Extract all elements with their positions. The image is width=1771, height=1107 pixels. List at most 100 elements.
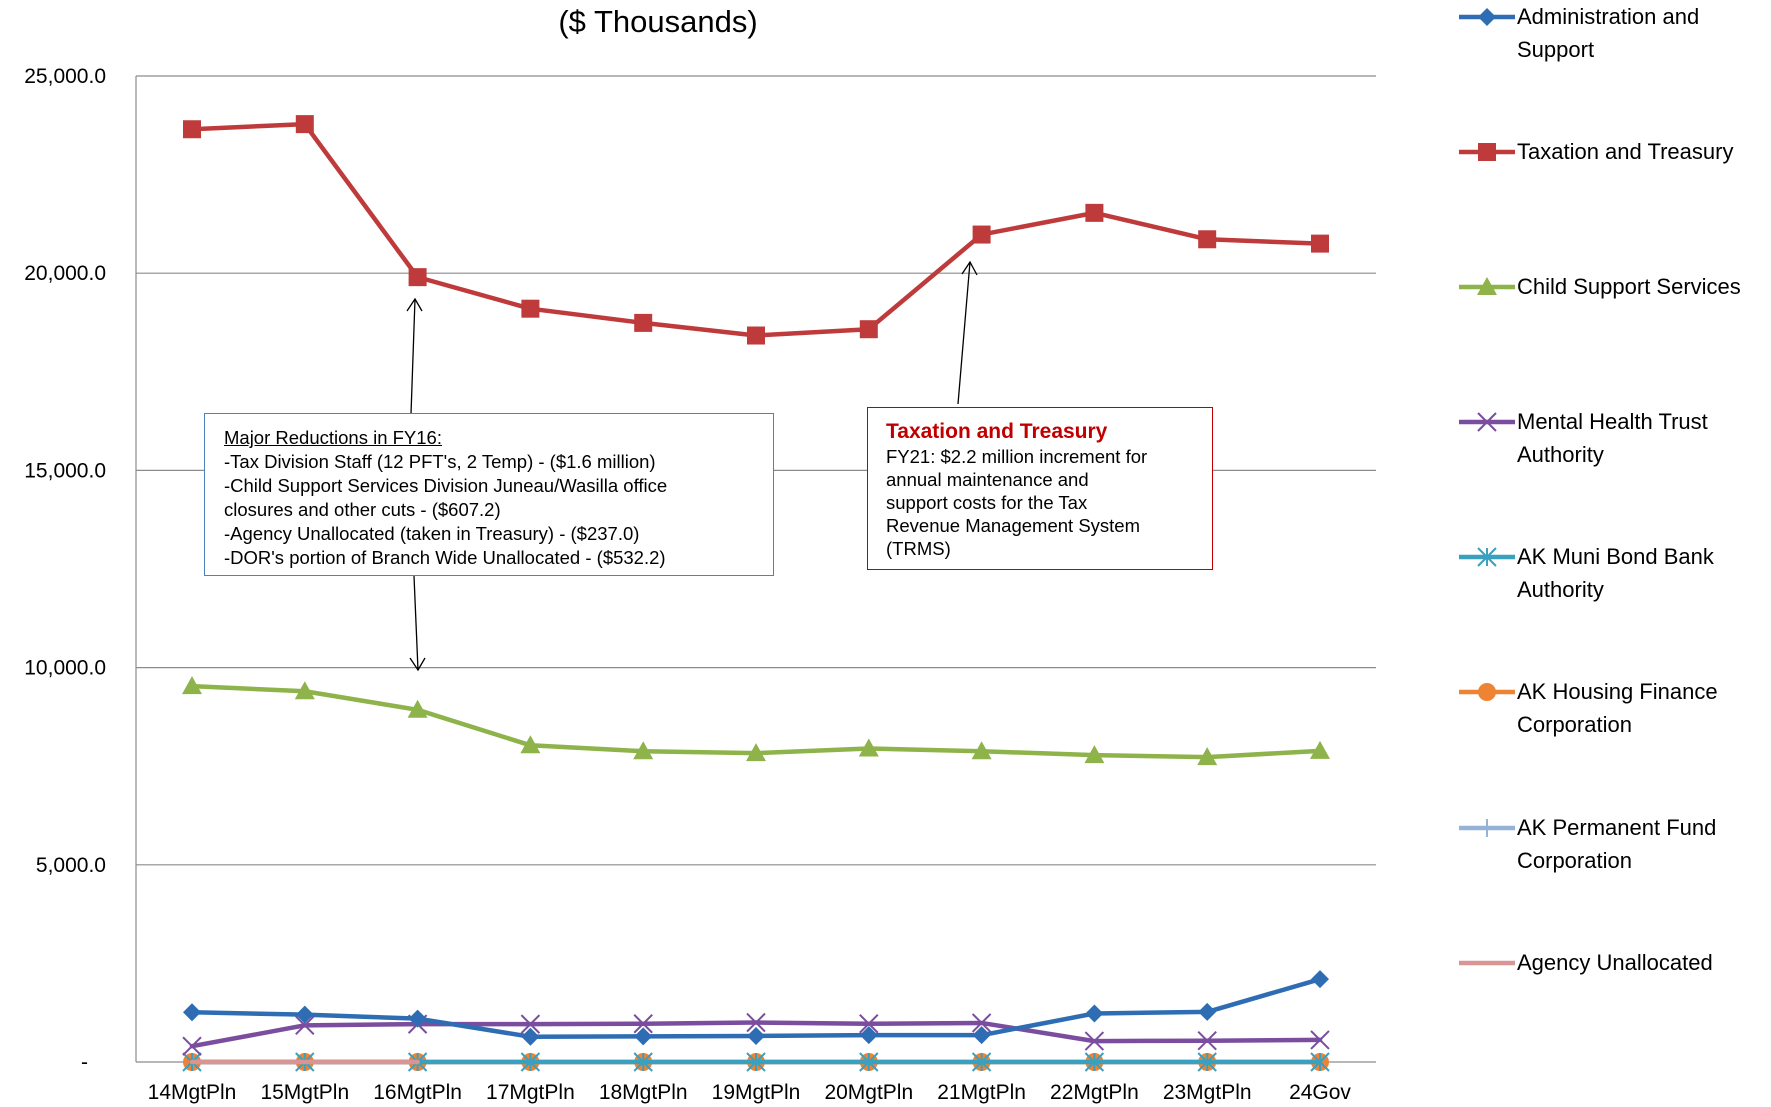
data-point (971, 741, 992, 760)
y-tick-label: 20,000.0 (24, 262, 106, 285)
annotation-line: -Tax Division Staff (12 PFT's, 2 Temp) -… (224, 451, 656, 472)
legend-item: Administration and Support (1459, 4, 1699, 62)
data-point (520, 1014, 541, 1034)
data-point (1198, 230, 1217, 249)
series-3 (182, 676, 1330, 766)
series-line (189, 121, 1323, 338)
y-tick-label: - (81, 1051, 88, 1074)
marker-stroke (295, 1015, 315, 1036)
legend-label-line: Authority (1517, 442, 1604, 467)
data-point (182, 1036, 202, 1056)
x-axis-ticks: 14MgtPln 15MgtPln 16MgtPln 17MgtPln 18MgtPln… (148, 1081, 1352, 1104)
annotation-fy16-reductions: Major Reductions in FY16: -Tax Division … (204, 413, 774, 576)
legend-label: Taxation and Treasury (1517, 139, 1733, 164)
x-tick-label: 15MgtPln (260, 1081, 349, 1104)
legend-label-line: AK Muni Bond Bank (1517, 544, 1715, 569)
annotation-line: -Child Support Services Division Juneau/… (224, 475, 668, 496)
annotation-arrow-16-tax (410, 298, 416, 415)
data-point (634, 1027, 653, 1046)
x-tick-label: 19MgtPln (712, 1081, 801, 1104)
y-tick-label: 15,000.0 (24, 459, 106, 482)
data-point (1311, 970, 1329, 989)
data-point (971, 1052, 992, 1072)
data-point (1084, 745, 1105, 764)
data-point (972, 225, 991, 244)
legend-item: AK Housing Finance Corporation (1459, 679, 1718, 737)
legend-swatch-marker (1478, 8, 1496, 26)
annotation-fy21-trms: Taxation and Treasury FY21: $2.2 million… (867, 407, 1213, 570)
legend-label-line: Corporation (1517, 848, 1632, 873)
series-group (182, 115, 1330, 1072)
data-point (1084, 1052, 1105, 1072)
data-point (633, 1014, 653, 1034)
chart-subtitle: ($ Thousands) (558, 4, 757, 39)
data-point (746, 743, 766, 762)
legend-label-line: Taxation and Treasury (1517, 139, 1733, 164)
x-tick-label: 20MgtPln (824, 1081, 913, 1104)
annotation-arrows (406, 260, 978, 672)
y-axis-ticks: - 5,000.0 10,000.0 15,000.0 20,000.0 25,000.0 (24, 65, 106, 1074)
data-point (1085, 203, 1104, 222)
y-tick-label: 5,000.0 (36, 854, 106, 877)
marker-stroke (971, 1013, 992, 1033)
data-point (858, 738, 879, 757)
legend-label-line: Child Support Services (1517, 274, 1741, 299)
annotation-arrow-21-tax (957, 261, 971, 405)
annotation-line: -Agency Unallocated (taken in Treasury) … (224, 523, 640, 544)
legend-swatch-marker (1478, 143, 1496, 161)
data-point (294, 681, 315, 700)
data-point (520, 735, 541, 754)
data-point (747, 326, 765, 345)
marker-stroke (182, 1036, 202, 1056)
legend-label-line: Agency Unallocated (1517, 950, 1713, 975)
data-point (747, 1026, 765, 1045)
annotation-line: -DOR's portion of Branch Wide Unallocate… (224, 547, 666, 568)
legend-item: AK Permanent Fund Corporation (1459, 815, 1716, 873)
y-tick-label: 25,000.0 (24, 65, 106, 88)
legend-item: Child Support Services (1459, 274, 1741, 299)
marker-stroke (1197, 1030, 1217, 1051)
data-point (1310, 740, 1330, 759)
annotation-line: Revenue Management System (886, 515, 1140, 536)
annotation-line: (TRMS) (886, 538, 951, 559)
legend-label: Mental Health Trust Authority (1517, 409, 1708, 467)
x-tick-label: 22MgtPln (1050, 1081, 1139, 1104)
marker-stroke (633, 1014, 653, 1034)
legend-swatch-marker (1477, 412, 1497, 432)
legend-swatch-marker (1478, 819, 1496, 837)
data-point (1310, 1030, 1330, 1050)
series-1 (183, 970, 1329, 1046)
legend-label-line: Administration and (1517, 4, 1699, 29)
data-point (1197, 1030, 1217, 1051)
arrowhead (961, 260, 978, 276)
legend-label-line: Mental Health Trust (1517, 409, 1708, 434)
data-point (1310, 1052, 1330, 1072)
annotation-line: FY21: $2.2 million increment for (886, 446, 1148, 467)
arrowhead (406, 297, 423, 312)
marker-stroke (1084, 1031, 1105, 1051)
marker-stroke (859, 1014, 879, 1034)
legend-swatch-marker (1478, 683, 1496, 701)
marker-stroke (1310, 1030, 1330, 1050)
data-point (408, 1009, 427, 1028)
legend-label-line: AK Permanent Fund (1517, 815, 1716, 840)
legend-item: AK Muni Bond Bank Authority (1459, 544, 1715, 602)
legend-label-line: Support (1517, 37, 1594, 62)
data-point (859, 1014, 879, 1034)
legend: Administration and Support Taxation and Tr… (1459, 4, 1741, 975)
y-tick-label: 10,000.0 (24, 657, 106, 680)
data-point (520, 1052, 541, 1072)
data-point (1311, 234, 1329, 253)
legend-swatch-marker (1477, 547, 1497, 567)
data-point (182, 676, 202, 695)
data-point (183, 120, 201, 139)
data-point (1197, 747, 1218, 766)
x-tick-label: 18MgtPln (599, 1081, 688, 1104)
data-point (1197, 1052, 1217, 1072)
data-point (1084, 1031, 1105, 1051)
legend-label-line: Authority (1517, 577, 1604, 602)
legend-label-line: Corporation (1517, 712, 1632, 737)
x-tick-label: 16MgtPln (373, 1081, 462, 1104)
data-point (295, 1005, 314, 1024)
legend-item: Taxation and Treasury (1459, 139, 1733, 164)
